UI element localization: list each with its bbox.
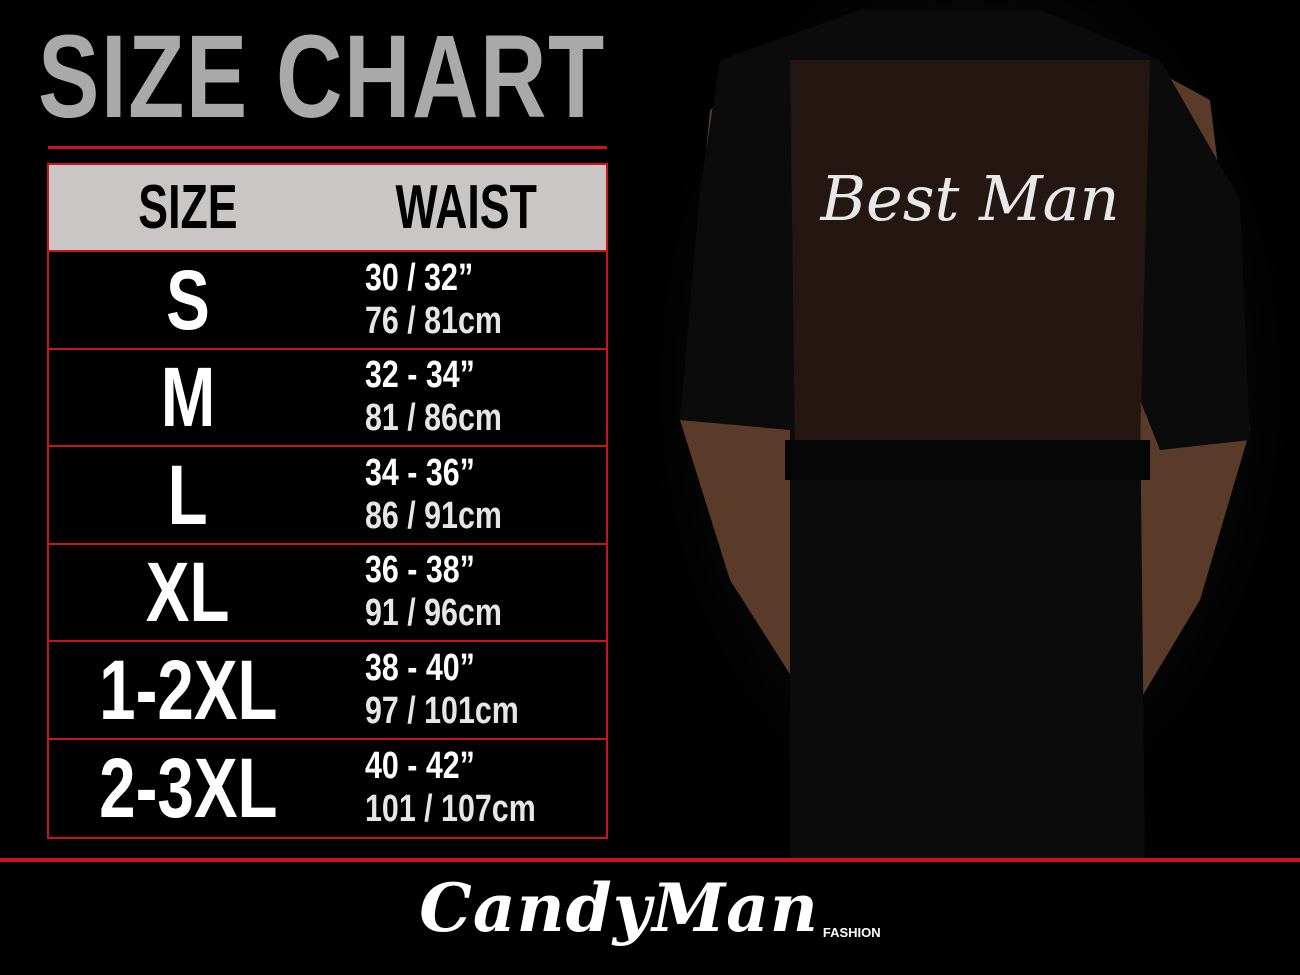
table-row: S 30 / 32” 76 / 81cm: [49, 252, 606, 350]
robe-print-text: Best Man: [819, 162, 1119, 235]
size-label: 1-2XL: [98, 642, 278, 737]
waist-cell: 38 - 40” 97 / 101cm: [327, 647, 557, 733]
waist-cm: 81 / 86cm: [365, 397, 502, 440]
waist-inches: 40 - 42”: [365, 745, 475, 788]
header-waist: WAIST: [395, 172, 537, 242]
product-photo: Best Man: [640, 0, 1300, 900]
waist-cell: 34 - 36” 86 / 91cm: [327, 452, 536, 538]
size-cell: 2-3XL: [49, 746, 327, 830]
table-row: XL 36 - 38” 91 / 96cm: [49, 544, 606, 642]
waist-inches: 38 - 40”: [365, 646, 475, 689]
waist-cm: 101 / 107cm: [365, 788, 536, 831]
page-title: SIZE CHART: [38, 11, 606, 143]
size-cell: 1-2XL: [49, 648, 327, 732]
waist-cell: 36 - 38” 91 / 96cm: [327, 549, 536, 635]
size-cell: M: [49, 355, 327, 439]
size-label: 2-3XL: [98, 741, 278, 836]
waist-cell: 40 - 42” 101 / 107cm: [327, 745, 578, 831]
waist-inches: 34 - 36”: [365, 451, 475, 494]
waist-inches: 32 - 34”: [365, 354, 475, 397]
size-table: SIZE WAIST S 30 / 32” 76 / 81cm M 32 - 34”…: [47, 163, 608, 839]
header-size: SIZE: [138, 172, 238, 242]
size-cell: L: [49, 453, 327, 537]
waist-cm: 97 / 101cm: [365, 689, 519, 732]
table-row: M 32 - 34” 81 / 86cm: [49, 349, 606, 447]
size-label: L: [167, 447, 209, 542]
waist-inches: 30 / 32”: [365, 256, 474, 299]
title-divider: [48, 146, 607, 149]
brand-logo: CandyMan FASHION: [0, 868, 1300, 948]
table-row: L 34 - 36” 86 / 91cm: [49, 447, 606, 545]
size-cell: XL: [49, 550, 327, 634]
footer-divider: [0, 858, 1300, 862]
size-label: S: [166, 252, 210, 347]
waist-cm: 76 / 81cm: [365, 299, 502, 342]
waist-cell: 32 - 34” 81 / 86cm: [327, 354, 536, 440]
waist-cell: 30 / 32” 76 / 81cm: [327, 257, 536, 343]
waist-cm: 86 / 91cm: [365, 494, 502, 537]
size-label: M: [160, 350, 216, 445]
brand-sub: FASHION: [822, 925, 881, 940]
table-row: 1-2XL 38 - 40” 97 / 101cm: [49, 642, 606, 740]
table-row: 2-3XL 40 - 42” 101 / 107cm: [49, 739, 606, 837]
waist-cm: 91 / 96cm: [365, 592, 502, 635]
waist-inches: 36 - 38”: [365, 549, 475, 592]
table-header: SIZE WAIST: [49, 165, 606, 252]
size-cell: S: [49, 258, 327, 342]
size-label: XL: [146, 545, 230, 640]
brand-name: CandyMan: [419, 869, 819, 947]
